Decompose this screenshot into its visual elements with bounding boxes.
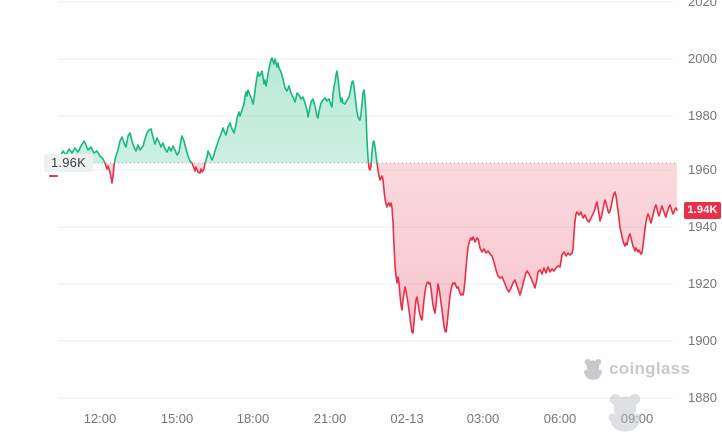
coinglass-bear-watermark-icon [608, 393, 642, 432]
coinglass-watermark: coinglass [583, 358, 690, 380]
y-axis-label: 1880 [688, 390, 717, 405]
x-axis-label: 02-13 [390, 411, 424, 426]
x-axis-label: 12:00 [83, 411, 117, 426]
last-price-badge: 1.94K [684, 202, 721, 219]
x-axis-label: 06:00 [543, 411, 577, 426]
x-axis-label: 09:00 [621, 411, 654, 427]
coinglass-watermark-text: coinglass [609, 359, 691, 378]
x-axis-label: 21:00 [313, 411, 347, 426]
x-axis-label: 15:00 [160, 411, 194, 426]
y-axis-label: 2000 [688, 51, 717, 66]
area-fill-down [58, 163, 677, 333]
price-line-down [57, 163, 678, 334]
y-axis-label: 1900 [688, 333, 717, 348]
y-axis-label: 2020 [688, 0, 717, 9]
coinglass-bear-icon [583, 359, 603, 380]
baseline-price-label: 1.96K [44, 154, 93, 172]
open-price-tick [49, 175, 58, 177]
y-axis-label: 1920 [688, 276, 717, 291]
y-axis-label: 1980 [688, 108, 717, 123]
x-axis-label: 03:00 [466, 411, 500, 426]
x-axis-label: 18:00 [236, 411, 270, 426]
y-axis-label: 1940 [688, 219, 717, 234]
y-axis-label: 1960 [688, 162, 717, 177]
price-line-up [57, 57, 378, 163]
area-fill-up [58, 58, 677, 163]
